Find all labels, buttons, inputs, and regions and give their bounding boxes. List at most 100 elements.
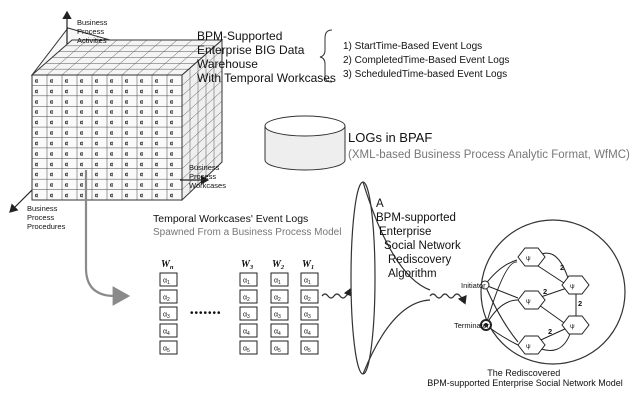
cube-cell: α [65, 89, 68, 95]
database-icon [264, 115, 346, 171]
cube-cell: α [80, 89, 83, 95]
node-mid-label: ψ [526, 298, 531, 305]
node-right-top-label: ψ [570, 283, 575, 290]
cube-cell: α [95, 78, 98, 84]
cube-cell: α [50, 151, 53, 157]
activity-box [239, 289, 258, 304]
workcase-header: W3 [241, 259, 254, 271]
cube-cell: α [35, 172, 38, 178]
cube-cell: α [35, 89, 38, 95]
cube-cell: α [155, 151, 158, 157]
cube-cell: α [95, 99, 98, 105]
cube-cell: α [170, 172, 173, 178]
activity-label: α1 [274, 278, 281, 287]
cube-cell: α [140, 131, 143, 137]
cube-cell: α [95, 110, 98, 116]
cube-cell: α [80, 131, 83, 137]
activity-label: α4 [304, 329, 311, 338]
cube-cell: α [35, 131, 38, 137]
cube-cell: α [80, 141, 83, 147]
activity-label: α4 [163, 329, 170, 338]
cube-cell: α [140, 183, 143, 189]
cube-cell: α [95, 172, 98, 178]
node-right-bottom-label: ψ [570, 323, 575, 330]
activity-label: α2 [243, 295, 250, 304]
cube-cell: α [155, 110, 158, 116]
cube-cell: α [125, 78, 128, 84]
activity-label: α1 [243, 278, 250, 287]
cube-cell: α [140, 120, 143, 126]
cube-cell: α [140, 89, 143, 95]
algorithm-title: A BPM-supported Enterprise Social Networ… [376, 198, 464, 280]
cube-cell: α [110, 78, 113, 84]
cube-cell: α [95, 183, 98, 189]
cube-cell: α [65, 99, 68, 105]
edge-label: 2 [543, 287, 547, 296]
activity-label: α4 [243, 329, 250, 338]
cube-cell: α [50, 131, 53, 137]
cube-cell: α [140, 162, 143, 168]
node-top-label: ψ [526, 255, 531, 262]
cube-cell: α [65, 183, 68, 189]
cube-cell: α [110, 183, 113, 189]
cube-cell: α [35, 141, 38, 147]
log-types-list: 1) StartTime-Based Event Logs 2) Complet… [343, 41, 512, 80]
cube-cell: α [50, 110, 53, 116]
cube-cell: α [170, 110, 173, 116]
cube-cell: α [50, 162, 53, 168]
event-logs-title: Temporal Workcases' Event Logs [153, 213, 308, 225]
cube-cell: α [170, 78, 173, 84]
activity-label: α3 [274, 312, 281, 321]
network-caption: The Rediscovered BPM-supported Enterpris… [427, 368, 623, 388]
activity-box [239, 272, 258, 287]
activity-box [270, 289, 289, 304]
cube-cell: α [125, 193, 128, 199]
wavy-arrow-1 [321, 287, 353, 299]
activity-box [159, 323, 178, 338]
activity-box [239, 323, 258, 338]
cube-cell: α [95, 141, 98, 147]
cube-cell: α [170, 131, 173, 137]
workcase-header: Wn [161, 259, 174, 271]
cube-cell: α [140, 172, 143, 178]
cube-cell: α [155, 183, 158, 189]
activity-box [300, 272, 319, 287]
activity-box [270, 306, 289, 321]
event-logs-subtitle: Spawned From a Business Process Model [153, 227, 341, 238]
activity-box [159, 272, 178, 287]
funnel-shape [350, 181, 431, 375]
cube-cell: α [170, 99, 173, 105]
cube-cell: α [155, 162, 158, 168]
cube-cell: α [155, 120, 158, 126]
activity-box [270, 323, 289, 338]
cube-cell: α [170, 183, 173, 189]
cube-cell: α [140, 193, 143, 199]
activity-box [159, 289, 178, 304]
cube-cell: α [125, 151, 128, 157]
activity-box [239, 306, 258, 321]
activity-label: α4 [274, 329, 281, 338]
cube-cell: α [155, 131, 158, 137]
cube-cell: α [80, 110, 83, 116]
activity-label: α2 [304, 295, 311, 304]
activity-box [300, 323, 319, 338]
cube-cell: α [35, 193, 38, 199]
cube-cell: α [125, 131, 128, 137]
cube-cell: α [95, 120, 98, 126]
cube-cell: α [125, 172, 128, 178]
activity-label: α1 [163, 278, 170, 287]
cube-cell: α [80, 120, 83, 126]
cube-cell: α [170, 120, 173, 126]
activity-box [159, 340, 178, 355]
cube-cell: α [125, 110, 128, 116]
activity-label: α5 [163, 346, 170, 355]
social-network-model: ψ ψ ψ ψ ψ 2 2 2 2 [480, 219, 626, 365]
axis-activities-label: Business Process Activities [77, 18, 110, 45]
cube-cell: α [110, 110, 113, 116]
activity-label: α3 [304, 312, 311, 321]
cube-cell: α [95, 89, 98, 95]
logs-subtitle: (XML-based Business Process Analytic For… [348, 149, 630, 161]
cube-cell: α [155, 141, 158, 147]
cube-cell: α [110, 193, 113, 199]
cube-cell: α [80, 193, 83, 199]
